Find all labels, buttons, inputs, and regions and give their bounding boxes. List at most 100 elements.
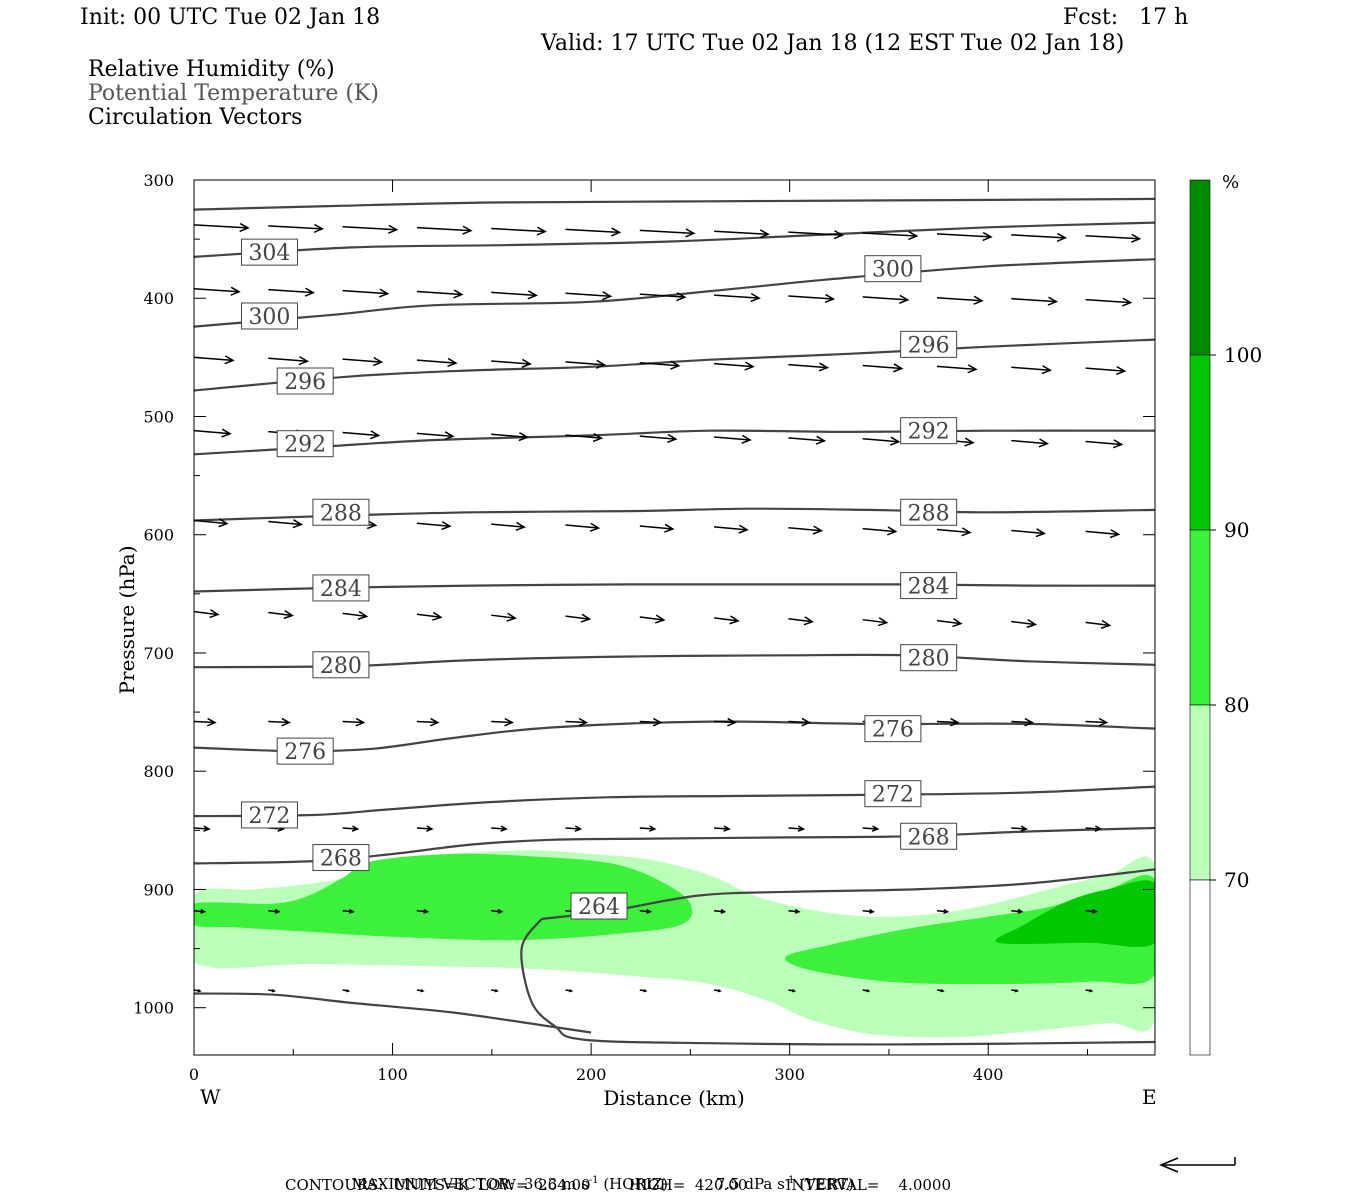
vector-head-5-5 xyxy=(580,613,592,623)
vector-5-3 xyxy=(416,613,441,619)
vector-head-2-4 xyxy=(521,358,532,368)
vector-head-4-10 xyxy=(961,527,972,537)
theta-label-268-0: 268 xyxy=(320,847,362,872)
x-end-label-right: E xyxy=(1142,1085,1157,1109)
y-tick-label-700: 700 xyxy=(143,644,174,663)
vector-8-11 xyxy=(1011,909,1022,913)
theta-label-296-1: 296 xyxy=(908,333,950,358)
vector-6-8 xyxy=(788,720,810,724)
vector-head-6-3 xyxy=(429,717,440,727)
vector-head-4-7 xyxy=(738,524,749,534)
vector-head-1-0 xyxy=(230,286,241,296)
theta-contour-300-2 xyxy=(194,258,1155,328)
vector-head-8-11 xyxy=(1017,908,1024,914)
vector-head-5-4 xyxy=(506,612,517,622)
vector-head-8-6 xyxy=(646,908,653,914)
theta-label-292-0: 292 xyxy=(284,433,326,458)
theta-label-272-1: 272 xyxy=(872,783,914,808)
vector-head-8-4 xyxy=(497,908,504,914)
legend-rh: Relative Humidity (%) xyxy=(88,57,335,82)
vector-8-2 xyxy=(342,909,354,913)
x-end-label-left: W xyxy=(200,1085,221,1109)
theta-label-box-284-0 xyxy=(312,574,370,602)
theta-label-284-1: 284 xyxy=(908,575,950,600)
theta-label-272-0: 272 xyxy=(248,804,290,829)
vector-head-9-2 xyxy=(346,988,351,993)
theta-label-276-1: 276 xyxy=(872,718,914,743)
vector-head-9-8 xyxy=(791,988,797,993)
vector-head-3-4 xyxy=(518,432,529,442)
vector-5-1 xyxy=(268,611,293,617)
theta-label-276-0: 276 xyxy=(284,740,326,765)
vector-head-4-1 xyxy=(292,519,304,529)
colorbar-seg-2 xyxy=(1189,529,1211,706)
vector-head-4-12 xyxy=(1109,529,1121,539)
theta-label-box-272-0 xyxy=(240,801,298,829)
vector-head-2-6 xyxy=(670,360,681,370)
y-tick-label-400: 400 xyxy=(143,289,174,308)
theta-label-296-0: 296 xyxy=(284,370,326,395)
vector-2-5 xyxy=(565,361,605,366)
y-axis-title: Pressure (hPa) xyxy=(115,546,139,695)
theta-label-box-268-0 xyxy=(312,844,370,872)
vector-head-3-10 xyxy=(964,437,975,447)
vector-1-10 xyxy=(936,297,983,302)
vector-head-9-7 xyxy=(717,988,722,993)
vector-head-5-0 xyxy=(209,609,220,619)
vector-head-6-11 xyxy=(1024,717,1035,727)
theta-contour-272-9 xyxy=(194,785,1155,818)
vector-7-2 xyxy=(342,827,358,830)
theta-contour-264-13 xyxy=(194,992,592,1034)
vector-1-9 xyxy=(862,296,908,301)
y-tick-label-500: 500 xyxy=(143,407,174,426)
vector-6-11 xyxy=(1011,720,1033,724)
vector-head-6-0 xyxy=(206,717,217,727)
vector-head-0-2 xyxy=(388,224,399,234)
vector-2-0 xyxy=(194,356,234,362)
vector-head-3-2 xyxy=(369,430,381,440)
vector-4-11 xyxy=(1011,529,1045,535)
theta-label-box-272-1 xyxy=(864,780,922,808)
vector-7-4 xyxy=(491,827,507,830)
vector-layer xyxy=(194,222,1142,993)
vector-head-4-2 xyxy=(366,520,378,530)
vector-2-1 xyxy=(268,357,308,363)
vector-3-12 xyxy=(1085,440,1122,446)
vector-head-6-6 xyxy=(652,717,663,727)
vector-6-5 xyxy=(565,720,587,724)
vector-head-2-1 xyxy=(298,356,310,366)
theta-label-264-0: 264 xyxy=(578,895,620,920)
vector-head-2-2 xyxy=(372,356,384,367)
vector-head-6-4 xyxy=(504,717,514,727)
vector-0-7 xyxy=(714,230,769,235)
vector-head-7-3 xyxy=(426,825,434,832)
vector-8-0 xyxy=(194,909,205,913)
vector-head-9-0 xyxy=(197,988,202,993)
vector-0-5 xyxy=(565,228,620,234)
vector-head-3-9 xyxy=(890,436,901,446)
vector-3-8 xyxy=(788,437,825,442)
vector-0-4 xyxy=(491,227,546,233)
rh-fill-layer xyxy=(194,850,1155,1038)
vector-head-5-9 xyxy=(877,617,889,627)
vector-head-0-11 xyxy=(1056,232,1068,242)
colorbar-label-70: 70 xyxy=(1224,868,1249,892)
vector-head-5-2 xyxy=(357,610,369,620)
theta-contour-304-1 xyxy=(194,221,1155,258)
vector-head-2-12 xyxy=(1115,365,1127,376)
vector-head-3-0 xyxy=(221,428,232,438)
vector-head-9-3 xyxy=(420,988,425,993)
vector-7-3 xyxy=(416,827,432,830)
vector-3-4 xyxy=(491,433,528,439)
vector-head-1-6 xyxy=(676,292,687,302)
x-tick-label-0: 0 xyxy=(189,1065,199,1084)
vector-head-1-1 xyxy=(304,287,316,297)
theta-label-280-0: 280 xyxy=(320,654,362,679)
theta-label-288-1: 288 xyxy=(908,501,950,526)
vector-7-9 xyxy=(862,827,878,830)
vector-head-4-4 xyxy=(515,521,526,532)
y-tick-label-300: 300 xyxy=(143,171,174,190)
theta-label-292-1: 292 xyxy=(908,420,950,445)
vector-0-9 xyxy=(862,232,917,237)
theta-label-box-288-1 xyxy=(900,498,958,526)
